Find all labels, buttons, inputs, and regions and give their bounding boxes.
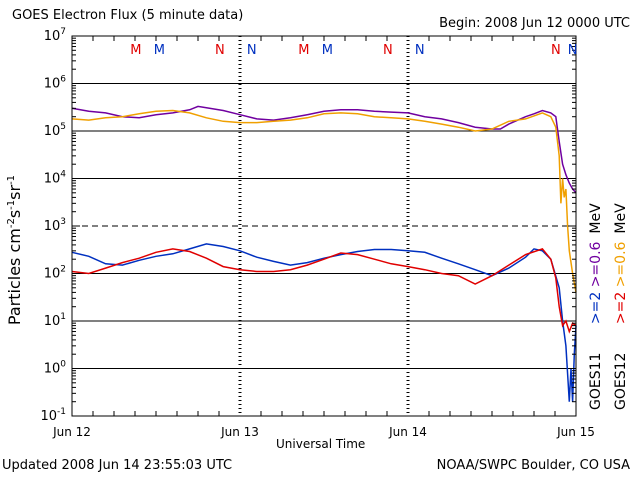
y-tick-label: 101 bbox=[44, 312, 66, 329]
local-time-marker: N bbox=[568, 43, 578, 58]
local-time-marker: N bbox=[247, 43, 257, 58]
x-tick-label: Jun 13 bbox=[220, 425, 259, 439]
y-tick-label: 10-1 bbox=[40, 407, 66, 424]
series-line bbox=[71, 243, 577, 402]
legend: GOES11 >=2 >=0.6MeV GOES12 >=2 >=0.6MeV bbox=[588, 203, 629, 410]
begin-time: Begin: 2008 Jun 12 0000 UTC bbox=[439, 16, 630, 31]
y-tick-label: 104 bbox=[44, 170, 67, 187]
series-line bbox=[71, 109, 577, 293]
local-time-marker: N bbox=[551, 43, 561, 58]
local-time-marker: M bbox=[130, 43, 141, 58]
local-time-marker: N bbox=[415, 43, 425, 58]
local-time-marker: N bbox=[215, 43, 225, 58]
grid-lines bbox=[72, 36, 576, 416]
x-tick-label: Jun 15 bbox=[556, 425, 595, 439]
y-tick-label: 100 bbox=[44, 360, 67, 377]
x-tick-label: Jun 12 bbox=[52, 425, 91, 439]
y-tick-label: 107 bbox=[44, 27, 66, 44]
y-tick-label: 106 bbox=[44, 75, 67, 92]
local-time-marker: M bbox=[322, 43, 333, 58]
series-line bbox=[71, 248, 577, 334]
plot-frame bbox=[71, 35, 577, 417]
y-axis-label: Particles cm-2s-1sr-1 bbox=[5, 175, 24, 325]
y-tick-label: 103 bbox=[44, 217, 66, 234]
credit-text: NOAA/SWPC Boulder, CO USA bbox=[436, 458, 630, 473]
x-tick-label: Jun 14 bbox=[388, 425, 427, 439]
x-axis-label: Universal Time bbox=[276, 437, 366, 451]
local-time-marker: N bbox=[383, 43, 393, 58]
y-tick-label: 102 bbox=[44, 265, 66, 282]
series-layer bbox=[71, 105, 577, 402]
chart-title: GOES Electron Flux (5 minute data) bbox=[12, 8, 244, 23]
legend-entry: GOES11 >=2 >=0.6MeV bbox=[588, 203, 604, 410]
local-time-marker: M bbox=[154, 43, 165, 58]
legend-entry: GOES12 >=2 >=0.6MeV bbox=[613, 203, 629, 410]
axes-layer: 10-1 100 101 102 103 104 105 106 107 Jun 12 Jun 13… bbox=[40, 27, 594, 439]
local-time-marker: M bbox=[298, 43, 309, 58]
series-line bbox=[71, 105, 577, 194]
y-tick-label: 105 bbox=[44, 122, 66, 139]
updated-timestamp: Updated 2008 Jun 14 23:55:03 UTC bbox=[2, 458, 233, 473]
